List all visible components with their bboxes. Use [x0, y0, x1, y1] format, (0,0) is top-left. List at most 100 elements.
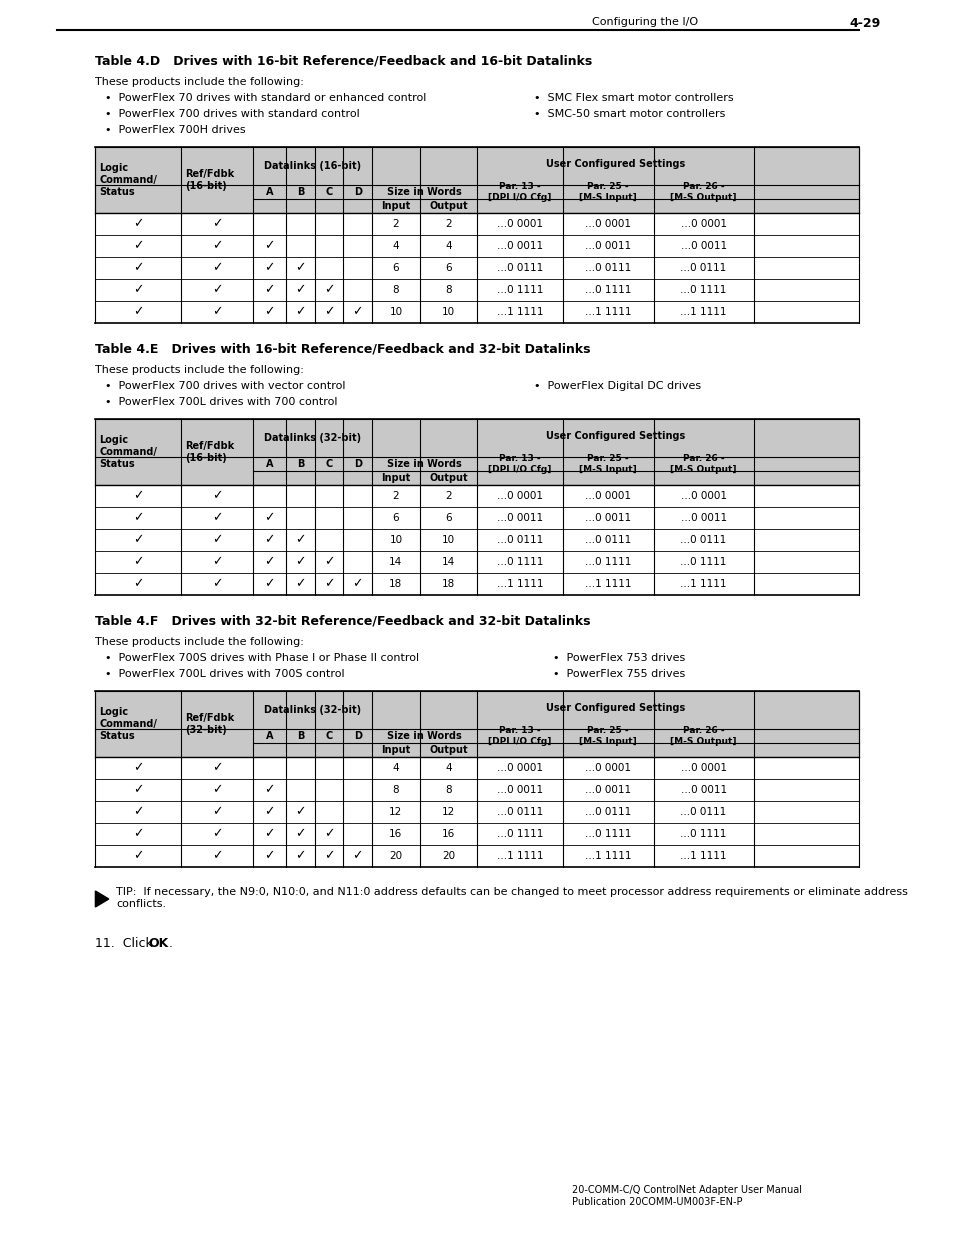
Text: 8: 8 [393, 785, 398, 795]
Text: Ref/Fdbk
(16-bit): Ref/Fdbk (16-bit) [185, 441, 234, 463]
Text: ✓: ✓ [324, 556, 335, 568]
Text: ✓: ✓ [295, 284, 306, 296]
Text: ...0 0011: ...0 0011 [679, 785, 726, 795]
Text: 6: 6 [445, 263, 452, 273]
Text: •  PowerFlex 70 drives with standard or enhanced control: • PowerFlex 70 drives with standard or e… [105, 93, 426, 103]
Text: 6: 6 [445, 513, 452, 522]
Text: ...1 1111: ...1 1111 [584, 579, 631, 589]
Bar [95, 279, 858, 301]
Text: ...0 0011: ...0 0011 [497, 785, 542, 795]
Text: 6: 6 [393, 263, 398, 273]
Text: Table 4.E   Drives with 16-bit Reference/Feedback and 32-bit Datalinks: Table 4.E Drives with 16-bit Reference/F… [95, 343, 590, 356]
Polygon shape [95, 890, 109, 906]
Text: Par. 13 -
[DPI I/O Cfg]: Par. 13 - [DPI I/O Cfg] [488, 726, 551, 746]
Text: ...1 1111: ...1 1111 [679, 308, 726, 317]
Text: ...0 0111: ...0 0111 [584, 535, 631, 545]
Text: ✓: ✓ [264, 511, 274, 525]
Text: ...1 1111: ...1 1111 [497, 851, 542, 861]
Text: ✓: ✓ [295, 850, 306, 862]
Text: 10: 10 [389, 535, 402, 545]
Text: ✓: ✓ [212, 556, 222, 568]
Text: •  PowerFlex 700 drives with standard control: • PowerFlex 700 drives with standard con… [105, 109, 359, 119]
Bar [95, 573, 858, 595]
Text: ✓: ✓ [264, 534, 274, 547]
Bar [95, 301, 858, 324]
Bar [95, 757, 858, 779]
Text: 16: 16 [441, 829, 455, 839]
Text: 8: 8 [393, 285, 398, 295]
Text: A: A [266, 731, 273, 741]
Text: User Configured Settings: User Configured Settings [545, 431, 684, 441]
Text: Table 4.D   Drives with 16-bit Reference/Feedback and 16-bit Datalinks: Table 4.D Drives with 16-bit Reference/F… [95, 56, 592, 68]
Text: ...0 0111: ...0 0111 [497, 263, 542, 273]
Text: 10: 10 [441, 535, 455, 545]
Text: Datalinks (16-bit): Datalinks (16-bit) [264, 161, 360, 170]
Text: ...0 0001: ...0 0001 [679, 763, 726, 773]
Text: Ref/Fdbk
(16-bit): Ref/Fdbk (16-bit) [185, 169, 234, 191]
Text: 18: 18 [389, 579, 402, 589]
Text: Size in Words: Size in Words [387, 459, 461, 469]
Text: ✓: ✓ [353, 578, 363, 590]
Text: ✓: ✓ [133, 534, 144, 547]
Text: ...1 1111: ...1 1111 [497, 579, 542, 589]
Text: •  PowerFlex Digital DC drives: • PowerFlex Digital DC drives [534, 382, 700, 391]
Text: ✓: ✓ [133, 556, 144, 568]
Text: 20: 20 [389, 851, 402, 861]
Text: ✓: ✓ [212, 305, 222, 319]
Text: ...0 0001: ...0 0001 [497, 219, 542, 228]
Text: ✓: ✓ [324, 305, 335, 319]
Text: 4: 4 [445, 763, 452, 773]
Text: 11.  Click: 11. Click [95, 937, 157, 950]
Text: 2: 2 [393, 492, 398, 501]
Text: User Configured Settings: User Configured Settings [545, 159, 684, 169]
Text: ✓: ✓ [133, 827, 144, 841]
Text: ✓: ✓ [295, 556, 306, 568]
Text: ✓: ✓ [133, 240, 144, 252]
Text: ✓: ✓ [212, 240, 222, 252]
Text: ...0 0111: ...0 0111 [497, 535, 542, 545]
Text: Table 4.F   Drives with 32-bit Reference/Feedback and 32-bit Datalinks: Table 4.F Drives with 32-bit Reference/F… [95, 615, 590, 629]
Text: 12: 12 [441, 806, 455, 818]
Text: ✓: ✓ [264, 556, 274, 568]
Text: Output: Output [429, 201, 467, 211]
Text: These products include the following:: These products include the following: [95, 637, 304, 647]
Text: Datalinks (32-bit): Datalinks (32-bit) [264, 433, 360, 443]
Text: ...0 0011: ...0 0011 [584, 241, 631, 251]
Text: 2: 2 [393, 219, 398, 228]
Text: ...0 1111: ...0 1111 [497, 285, 542, 295]
Text: ...0 0001: ...0 0001 [679, 492, 726, 501]
Text: C: C [325, 731, 333, 741]
Text: ✓: ✓ [212, 762, 222, 774]
Text: ✓: ✓ [212, 217, 222, 231]
Text: ...0 1111: ...0 1111 [584, 829, 631, 839]
Text: ...0 0111: ...0 0111 [497, 806, 542, 818]
Text: 4-29: 4-29 [848, 17, 880, 30]
Text: ✓: ✓ [133, 284, 144, 296]
Text: ✓: ✓ [264, 262, 274, 274]
Text: 20: 20 [441, 851, 455, 861]
Text: ✓: ✓ [324, 578, 335, 590]
Text: Par. 13 -
[DPI I/O Cfg]: Par. 13 - [DPI I/O Cfg] [488, 183, 551, 201]
Text: 14: 14 [389, 557, 402, 567]
Text: Ref/Fdbk
(32-bit): Ref/Fdbk (32-bit) [185, 713, 234, 735]
Text: ...0 1111: ...0 1111 [584, 557, 631, 567]
Text: ...0 1111: ...0 1111 [679, 829, 726, 839]
Text: ...1 1111: ...1 1111 [584, 308, 631, 317]
Bar [95, 823, 858, 845]
Text: ✓: ✓ [295, 305, 306, 319]
Text: Input: Input [381, 745, 410, 755]
Text: ...0 0111: ...0 0111 [679, 535, 726, 545]
Text: 4: 4 [393, 763, 398, 773]
Text: Par. 25 -
[M-S Input]: Par. 25 - [M-S Input] [578, 183, 637, 201]
Text: 2: 2 [445, 219, 452, 228]
Text: Output: Output [429, 473, 467, 483]
Text: ✓: ✓ [133, 489, 144, 503]
Text: ✓: ✓ [264, 284, 274, 296]
Text: B: B [296, 459, 304, 469]
Text: ...0 1111: ...0 1111 [497, 557, 542, 567]
Text: ✓: ✓ [212, 284, 222, 296]
Text: 18: 18 [441, 579, 455, 589]
Text: OK: OK [148, 937, 168, 950]
Text: ...0 0001: ...0 0001 [679, 219, 726, 228]
Text: ✓: ✓ [212, 578, 222, 590]
